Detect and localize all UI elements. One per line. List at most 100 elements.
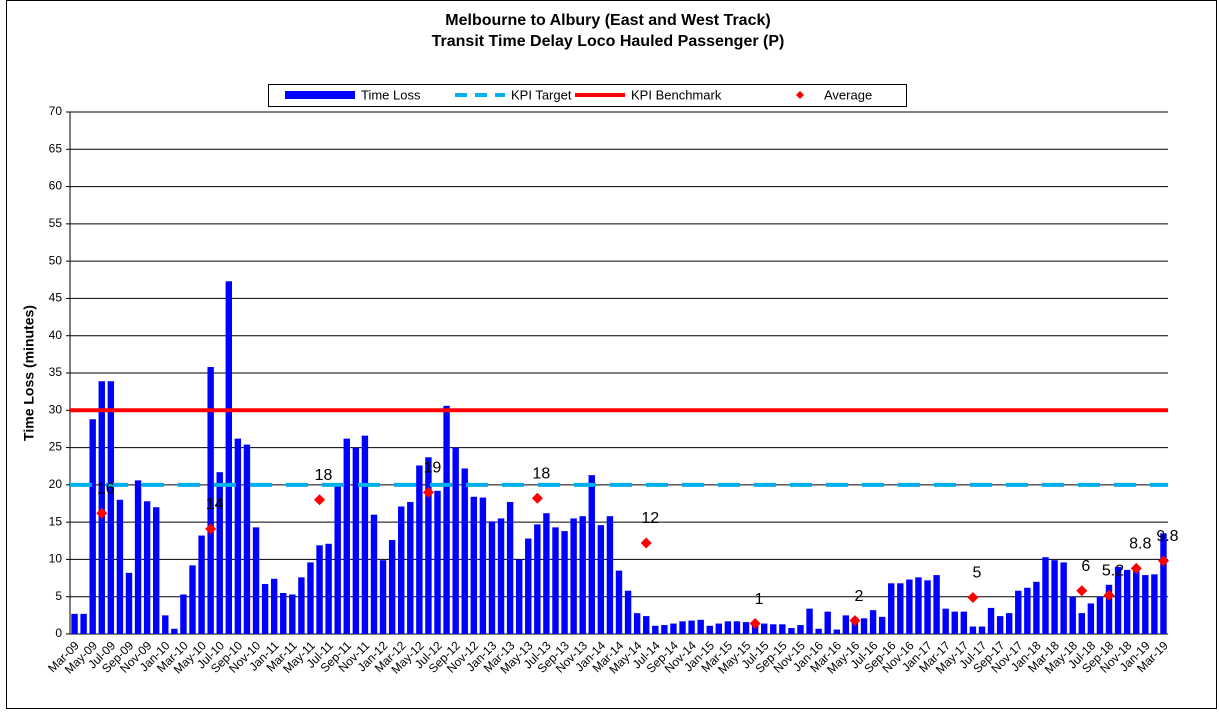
bar <box>307 562 314 634</box>
bar <box>515 559 523 634</box>
chart-title: Melbourne to Albury (East and West Track… <box>445 12 770 29</box>
bar <box>570 518 577 634</box>
bar <box>597 525 605 634</box>
bar <box>915 577 922 634</box>
bar <box>1060 562 1067 634</box>
bar <box>888 583 895 634</box>
bar <box>270 578 278 634</box>
bar <box>1087 603 1095 634</box>
data-label: 5 <box>972 565 981 582</box>
bar <box>842 615 850 634</box>
bar <box>1151 574 1158 634</box>
bar <box>89 419 96 634</box>
bar <box>906 579 913 634</box>
bar <box>878 616 886 634</box>
bar <box>951 611 958 634</box>
bar <box>987 607 995 634</box>
bar <box>996 616 1004 634</box>
bar <box>1015 590 1022 634</box>
bar <box>760 623 768 634</box>
legend-swatch <box>796 91 804 99</box>
bar <box>1123 569 1131 634</box>
bar <box>416 465 423 634</box>
bar <box>461 468 468 634</box>
bar <box>824 611 831 634</box>
bar <box>670 623 677 634</box>
average-point <box>96 507 108 519</box>
bar <box>488 521 496 634</box>
bar <box>1114 566 1122 634</box>
bar <box>797 625 804 634</box>
legend-label: Time Loss <box>361 87 421 102</box>
y-tick-label: 60 <box>49 179 63 193</box>
bar <box>198 535 205 634</box>
bar <box>615 570 623 634</box>
bar <box>216 472 223 634</box>
bar <box>289 594 296 634</box>
bar <box>624 590 632 634</box>
y-tick-label: 40 <box>49 328 63 342</box>
average-point <box>1130 562 1142 574</box>
bar <box>80 613 87 634</box>
bar <box>933 575 940 634</box>
bar <box>407 502 414 634</box>
bar <box>869 610 877 634</box>
bar <box>770 624 777 634</box>
bar <box>1051 560 1058 634</box>
bar <box>134 480 142 634</box>
y-tick-label: 10 <box>49 552 63 566</box>
bar <box>715 623 723 634</box>
bar <box>298 577 305 634</box>
bar <box>261 584 269 634</box>
bar <box>107 381 115 634</box>
data-label: 18 <box>315 467 333 484</box>
y-tick-label: 0 <box>55 626 62 640</box>
bar <box>225 281 233 634</box>
data-label: 1 <box>755 591 764 608</box>
bar <box>978 626 986 634</box>
bar <box>71 613 78 634</box>
bar <box>1096 596 1104 634</box>
y-tick-label: 20 <box>49 477 63 491</box>
data-label: 9.8 <box>1156 528 1178 545</box>
bar <box>924 580 931 634</box>
average-point <box>205 523 217 535</box>
bar <box>697 619 704 634</box>
y-tick-label: 65 <box>49 141 63 155</box>
bar <box>398 506 405 634</box>
bar <box>588 475 595 634</box>
bar <box>1005 613 1013 634</box>
bar <box>452 447 459 634</box>
bar <box>98 381 105 634</box>
bar <box>125 572 133 634</box>
bar <box>1069 596 1076 634</box>
bar <box>143 501 151 634</box>
legend-label: Average <box>824 87 872 102</box>
average-point <box>422 486 434 498</box>
bar <box>815 628 822 634</box>
bar <box>343 438 350 634</box>
bar <box>534 524 541 634</box>
data-label: 19 <box>424 460 442 477</box>
bar <box>688 620 695 634</box>
average-point <box>531 492 543 504</box>
data-label: 16 <box>97 480 115 497</box>
bar <box>334 484 341 634</box>
bar <box>189 565 196 634</box>
bar <box>606 516 614 634</box>
bar <box>960 611 968 634</box>
bar <box>116 499 124 634</box>
average-point <box>849 615 861 627</box>
bar <box>470 496 478 634</box>
legend-swatch <box>285 91 355 99</box>
bar <box>352 447 360 634</box>
bar <box>633 613 641 634</box>
bar <box>661 625 668 634</box>
bar <box>652 625 659 634</box>
y-tick-label: 45 <box>49 291 63 305</box>
average-point <box>314 494 326 506</box>
y-tick-label: 50 <box>49 253 63 267</box>
bar <box>1142 575 1149 634</box>
y-tick-label: 15 <box>49 514 63 528</box>
